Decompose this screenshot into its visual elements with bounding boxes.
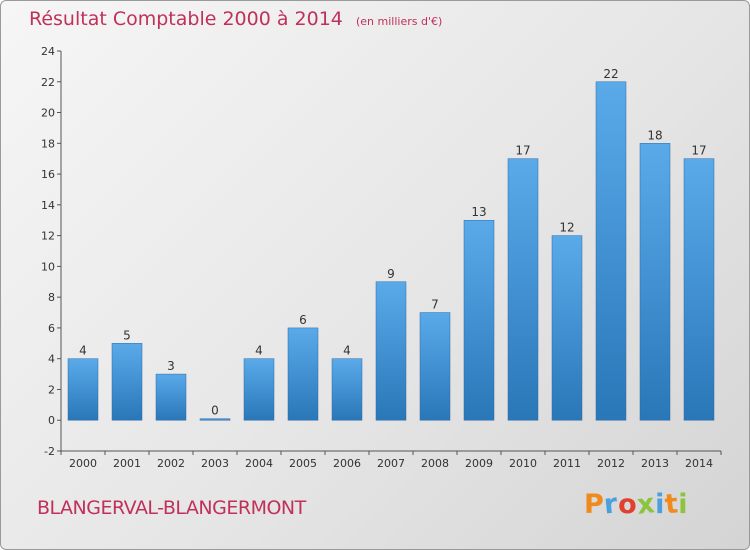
x-tick-label: 2001 (113, 457, 141, 470)
proxiti-logo: Proxiti (584, 488, 689, 521)
x-tick-label: 2014 (685, 457, 713, 470)
y-tick-label: -2 (44, 445, 55, 458)
logo-letter: P (584, 489, 605, 520)
data-label-2002: 3 (167, 359, 175, 373)
x-tick-label: 2006 (333, 457, 361, 470)
chart-unit: (en milliers d'€) (355, 15, 443, 28)
bar-2010 (507, 158, 539, 421)
x-tick-label: 2009 (465, 457, 493, 470)
data-label-2014: 17 (691, 144, 706, 158)
data-label-2005: 6 (299, 313, 307, 327)
title-row: Résultat Comptable 2000 à 2014 (en milli… (29, 8, 442, 30)
x-tick-label: 2005 (289, 457, 317, 470)
logo-letter: i (678, 489, 689, 520)
data-labels: 4 5 3 0 4 6 4 9 7 13 17 12 22 18 17 (79, 67, 706, 418)
bar-2006 (331, 358, 363, 421)
x-tick-label: 2003 (201, 457, 229, 470)
bar-2000 (67, 358, 99, 421)
x-tick-label: 2004 (245, 457, 273, 470)
bar-2009 (463, 219, 495, 421)
y-tick-label: 12 (41, 230, 55, 243)
x-tick-label: 2002 (157, 457, 185, 470)
x-tick-label: 2010 (509, 457, 537, 470)
bar-2007 (375, 281, 407, 421)
y-tick-label: 4 (48, 353, 55, 366)
x-tick-label: 2011 (553, 457, 581, 470)
y-tick-label: 18 (41, 137, 55, 150)
bar-2008 (419, 312, 451, 421)
data-label-2012: 22 (603, 67, 618, 81)
bar-2001 (111, 343, 143, 421)
data-label-2001: 5 (123, 328, 131, 342)
y-tick-label: 14 (41, 199, 55, 212)
x-tick-label: 2000 (69, 457, 97, 470)
y-tick-label: 0 (48, 414, 55, 427)
data-label-2009: 13 (471, 205, 486, 219)
data-label-2006: 4 (343, 344, 351, 358)
data-label-2003: 0 (211, 404, 219, 418)
data-label-2007: 9 (387, 267, 395, 281)
x-tick-label: 2012 (597, 457, 625, 470)
bar-2002 (155, 373, 187, 421)
bar-2003 (199, 418, 231, 421)
y-tick-label: 10 (41, 260, 55, 273)
logo-letter: x (635, 488, 657, 521)
data-label-2010: 17 (515, 144, 530, 158)
x-tick-label: 2007 (377, 457, 405, 470)
y-tick-label: 16 (41, 168, 55, 181)
bar-2011 (551, 235, 583, 421)
y-tick-label: 6 (48, 322, 55, 335)
bars (67, 81, 715, 421)
commune-name: BLANGERVAL-BLANGERMONT (37, 497, 306, 519)
y-tick-label: 2 (48, 383, 55, 396)
x-tick-label: 2008 (421, 457, 449, 470)
bar-2004 (243, 358, 275, 421)
logo-letter: o (618, 489, 638, 520)
data-label-2013: 18 (647, 128, 662, 142)
data-label-2000: 4 (79, 344, 87, 358)
y-tick-label: 8 (48, 291, 55, 304)
data-label-2004: 4 (255, 344, 263, 358)
chart-title: Résultat Comptable 2000 à 2014 (29, 8, 343, 30)
bar-2005 (287, 327, 319, 421)
logo-letter: i (655, 489, 665, 520)
y-tick-label: 20 (41, 107, 55, 120)
y-tick-label: 22 (41, 76, 55, 89)
x-axis: 2000 2001 2002 2003 2004 2005 2006 2007 2008 2009… (60, 450, 722, 470)
y-tick-label: 24 (41, 45, 55, 58)
bar-2013 (639, 143, 671, 421)
x-tick-label: 2013 (641, 457, 669, 470)
data-label-2008: 7 (431, 298, 439, 312)
data-label-2011: 12 (559, 221, 574, 235)
bar-2012 (595, 81, 627, 421)
bar-2014 (683, 158, 715, 421)
